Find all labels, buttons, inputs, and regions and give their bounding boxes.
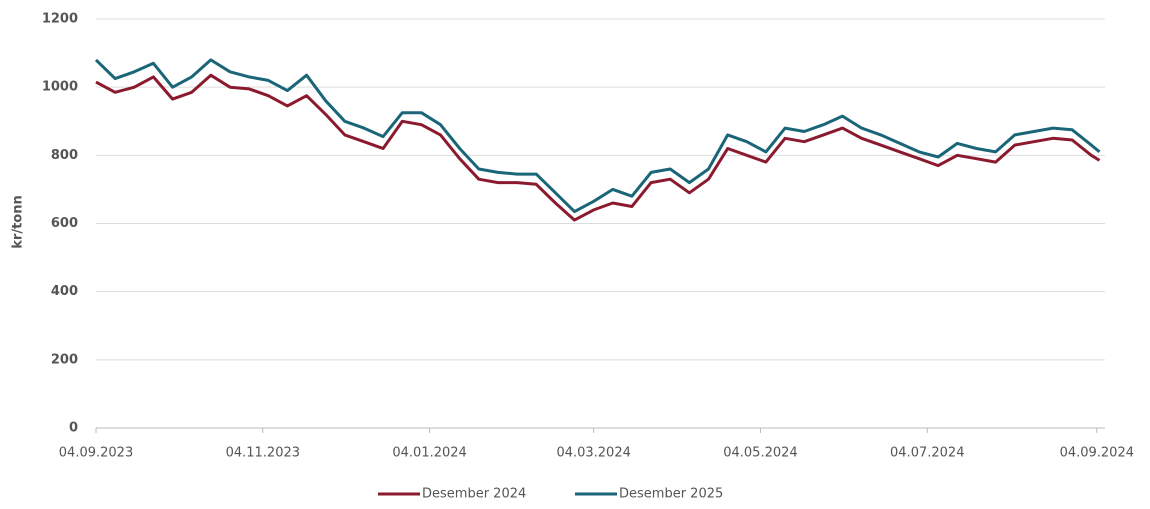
x-tick-label: 04.07.2024 <box>890 446 964 461</box>
x-tick-label: 04.11.2023 <box>226 446 300 461</box>
x-tick-label: 04.09.2024 <box>1060 446 1134 461</box>
x-tick-label: 04.01.2024 <box>392 446 466 461</box>
y-tick-label: 1200 <box>42 12 78 27</box>
y-axis-label: kr/tonn <box>11 195 26 248</box>
y-tick-label: 200 <box>51 352 78 367</box>
y-tick-label: 0 <box>69 421 78 436</box>
x-tick-label: 04.03.2024 <box>556 446 630 461</box>
x-tick-label: 04.09.2023 <box>59 446 133 461</box>
line-series <box>95 73 1101 222</box>
legend-label: Desember 2024 <box>422 487 526 502</box>
x-tick-label: 04.05.2024 <box>723 446 797 461</box>
legend-label: Desember 2025 <box>619 487 723 502</box>
y-tick-label: 1000 <box>42 80 78 95</box>
y-tick-label: 800 <box>51 148 78 163</box>
line-series <box>94 58 1101 214</box>
y-tick-label: 600 <box>51 216 78 231</box>
y-tick-label: 400 <box>51 284 78 299</box>
